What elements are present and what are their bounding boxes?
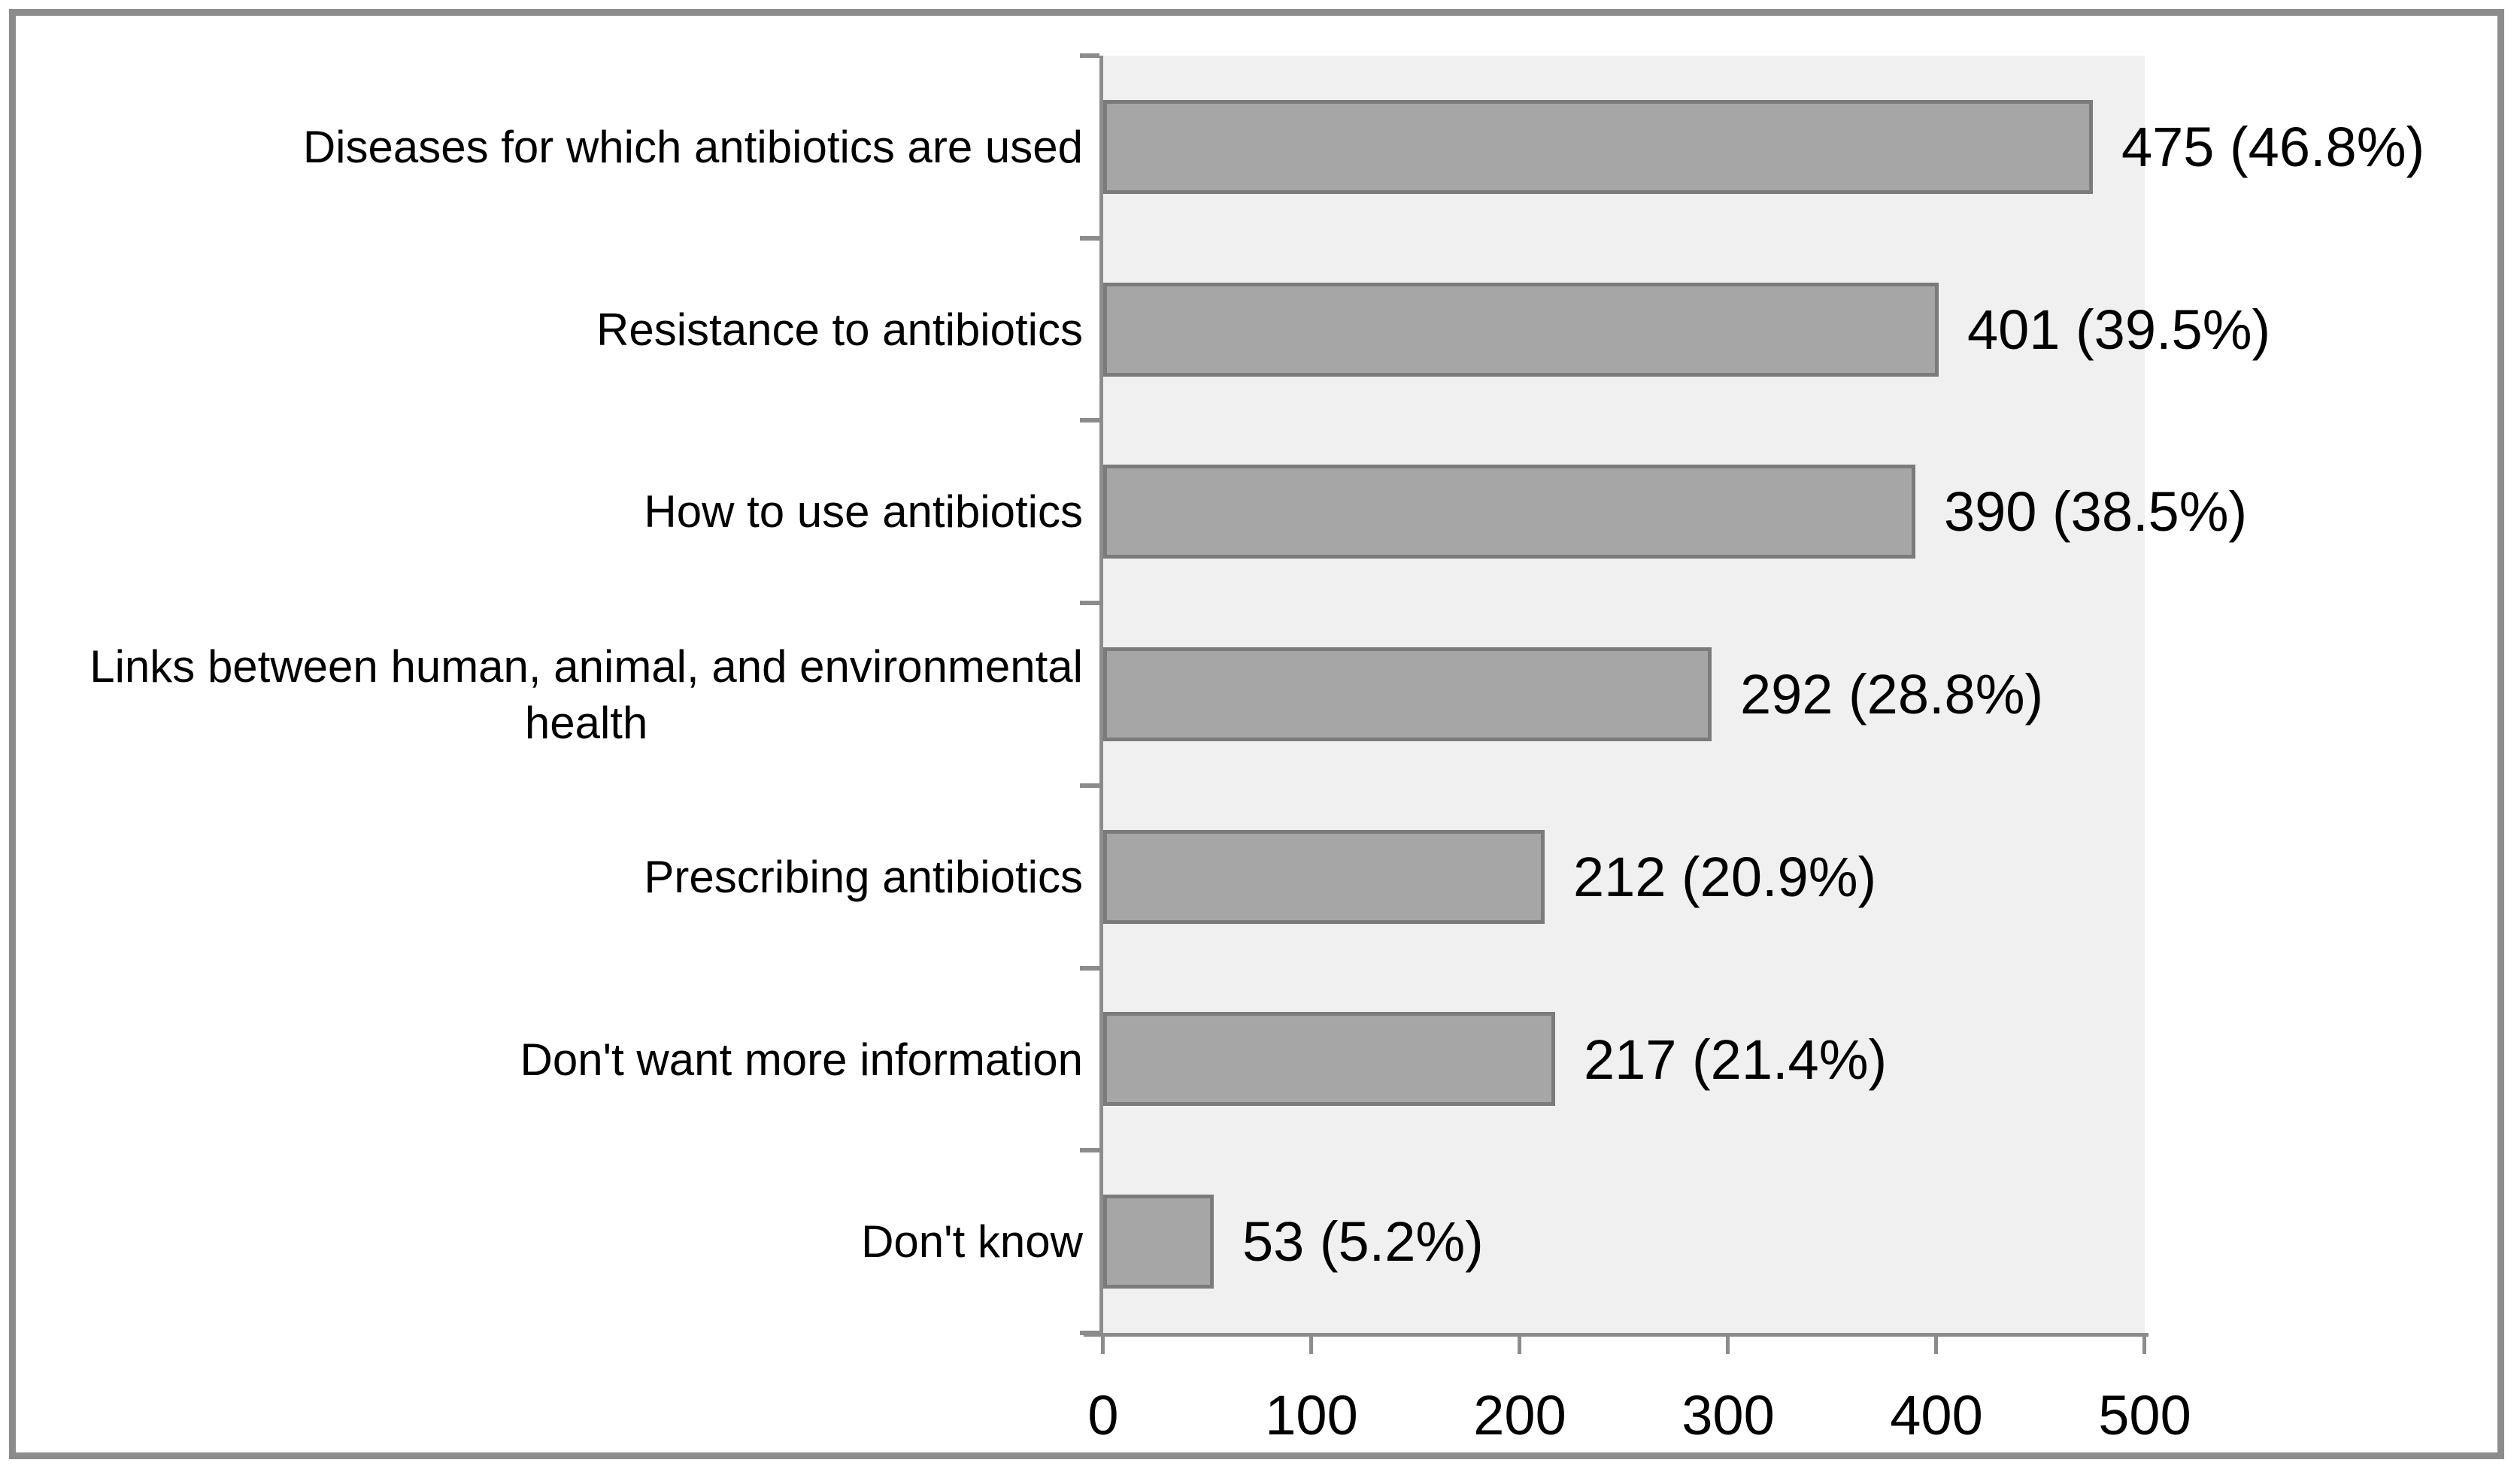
value-label-box: 401 (39.5%)	[1967, 238, 2358, 421]
x-axis-tick-label: 200	[1473, 1384, 1566, 1446]
category-label: Links between human, animal, and environ…	[89, 641, 1083, 748]
x-axis-tick	[1934, 1333, 1938, 1354]
value-label: 390 (38.5%)	[1944, 480, 2248, 543]
value-label: 475 (46.8%)	[2121, 116, 2425, 178]
x-axis-tick-label: 300	[1682, 1384, 1775, 1446]
category-label-box: Diseases for which antibiotics are used	[15, 56, 1083, 238]
y-axis-tick	[1080, 53, 1099, 58]
bar	[1103, 465, 1915, 559]
value-label-box: 475 (46.8%)	[2121, 56, 2512, 238]
x-axis-tick	[1726, 1333, 1730, 1354]
x-axis-tick-label: 400	[1890, 1384, 1983, 1446]
y-axis-tick	[1080, 783, 1099, 788]
category-label: Prescribing antibiotics	[644, 852, 1083, 902]
value-label: 53 (5.2%)	[1242, 1210, 1484, 1273]
x-axis-tick	[1309, 1333, 1313, 1354]
y-axis-tick	[1080, 1148, 1099, 1152]
value-label: 292 (28.8%)	[1740, 663, 2044, 725]
x-axis-tick	[1101, 1333, 1105, 1354]
category-label-box: Prescribing antibiotics	[15, 786, 1083, 968]
value-label: 212 (20.9%)	[1573, 846, 1877, 908]
y-axis-tick	[1080, 418, 1099, 423]
bar	[1103, 283, 1939, 377]
value-label-box: 217 (21.4%)	[1584, 968, 1975, 1151]
bar	[1103, 1012, 1555, 1106]
x-axis-line	[1084, 1333, 2149, 1337]
value-label-box: 212 (20.9%)	[1573, 786, 1964, 968]
bar	[1103, 830, 1545, 924]
category-label-box: How to use antibiotics	[15, 420, 1083, 603]
value-label: 217 (21.4%)	[1584, 1028, 1888, 1091]
value-label-box: 53 (5.2%)	[1242, 1150, 1633, 1333]
value-label-box: 390 (38.5%)	[1944, 420, 2335, 603]
y-axis-tick	[1080, 1331, 1099, 1335]
y-axis-line	[1099, 56, 1103, 1337]
category-label-box: Don't want more information	[15, 968, 1083, 1151]
bar	[1103, 1195, 1214, 1289]
category-label: Diseases for which antibiotics are used	[302, 122, 1083, 172]
category-label-box: Resistance to antibiotics	[15, 238, 1083, 421]
x-axis-tick	[1518, 1333, 1521, 1354]
category-label: Resistance to antibiotics	[596, 304, 1083, 355]
y-axis-tick	[1080, 236, 1099, 241]
y-axis-tick	[1080, 601, 1099, 605]
value-label-box: 292 (28.8%)	[1740, 603, 2131, 786]
category-label: Don't know	[861, 1216, 1083, 1267]
category-label-box: Links between human, animal, and environ…	[15, 603, 1083, 786]
category-label: Don't want more information	[520, 1034, 1083, 1085]
bar	[1103, 100, 2093, 194]
value-label: 401 (39.5%)	[1967, 298, 2271, 361]
x-axis-tick-label: 0	[1087, 1384, 1119, 1446]
x-axis-tick	[2142, 1333, 2146, 1354]
y-axis-tick	[1080, 966, 1099, 971]
x-axis-tick-label: 500	[2098, 1384, 2191, 1446]
x-axis-tick-label: 100	[1265, 1384, 1358, 1446]
bar	[1103, 647, 1712, 741]
category-label-box: Don't know	[15, 1150, 1083, 1333]
category-label: How to use antibiotics	[644, 486, 1083, 537]
